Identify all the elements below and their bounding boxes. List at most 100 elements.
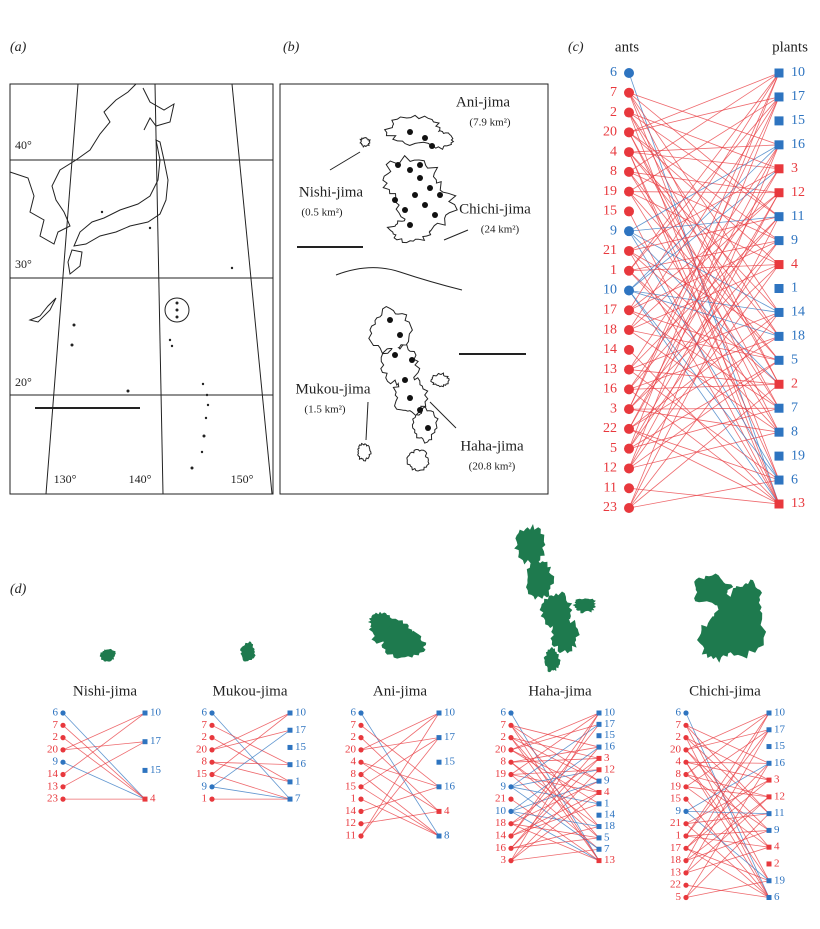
sampling-site [417, 175, 423, 181]
interaction [510, 774, 600, 850]
ant-label: 19 [670, 780, 682, 792]
ant-node [508, 796, 514, 802]
plant-node [287, 710, 293, 716]
plant-node [436, 735, 442, 741]
ant-label: 10 [495, 805, 507, 817]
interaction [628, 216, 780, 252]
ant-label: 21 [670, 817, 681, 829]
interaction [685, 830, 770, 837]
plant-node [774, 379, 784, 389]
plant-node [596, 778, 602, 784]
interaction [510, 725, 600, 827]
ant-label: 2 [501, 731, 507, 743]
network-title: Nishi-jima [73, 683, 138, 699]
ant-label: 20 [47, 743, 59, 755]
island-fill [385, 116, 444, 145]
ant-node [683, 796, 689, 802]
ant-label: 2 [676, 731, 682, 743]
interaction [628, 216, 780, 370]
interaction [685, 847, 770, 882]
plant-node [766, 744, 772, 750]
plant-label: 2 [774, 857, 780, 869]
ant-node [683, 808, 689, 815]
ant-label: 22 [670, 879, 681, 891]
ant-label: 19 [603, 184, 617, 199]
plant-node [774, 307, 784, 317]
ant-node [624, 87, 634, 98]
ant-node [624, 226, 634, 237]
island-fill [394, 374, 428, 415]
plant-node [596, 710, 602, 716]
ant-node [508, 784, 514, 790]
interaction [510, 769, 600, 788]
island-silhouettes [99, 524, 767, 673]
interaction [628, 290, 780, 505]
interaction [510, 823, 600, 839]
ant-label: 4 [351, 756, 357, 768]
interaction [211, 761, 291, 783]
interaction [685, 737, 770, 781]
plant-node [774, 260, 784, 270]
interaction [628, 96, 780, 133]
interaction [510, 826, 600, 849]
interaction [685, 763, 770, 849]
plant-label: 16 [791, 137, 805, 152]
interaction [628, 151, 780, 481]
island-silhouette [514, 524, 546, 567]
interaction [510, 758, 600, 763]
ant-node [624, 325, 634, 336]
plant-node [287, 727, 293, 733]
ant-node [624, 107, 634, 118]
interaction [628, 72, 780, 505]
interaction [510, 798, 600, 861]
sampling-site [427, 185, 433, 191]
plant-node [766, 777, 772, 783]
ant-node [508, 747, 514, 753]
ant-label: 2 [610, 105, 617, 120]
plant-label: 15 [295, 741, 307, 753]
ant-label: 2 [53, 731, 59, 743]
interaction [628, 407, 780, 450]
interaction [685, 774, 770, 831]
plant-node [774, 355, 784, 365]
plant-label: 12 [791, 185, 805, 200]
interaction [628, 151, 780, 170]
interaction [628, 144, 780, 153]
network-title: Ani-jima [373, 683, 427, 699]
interaction [685, 830, 770, 861]
interaction [510, 737, 600, 861]
ant-node [683, 882, 689, 888]
interaction [62, 737, 146, 800]
plant-label: 15 [791, 113, 805, 128]
interaction [685, 712, 770, 775]
network-title: Haha-jima [528, 683, 592, 699]
ant-label: 19 [495, 768, 507, 780]
interaction [685, 712, 770, 837]
plant-label: 17 [791, 89, 805, 104]
sampling-site [422, 202, 428, 208]
interaction [628, 336, 780, 430]
ant-label: 7 [53, 719, 59, 731]
interaction [685, 763, 770, 898]
plant-label: 15 [604, 729, 616, 741]
ant-label: 21 [495, 793, 506, 805]
interaction [685, 761, 770, 881]
ant-node [624, 206, 634, 217]
ant-node [60, 710, 66, 716]
plant-label: 6 [774, 891, 780, 903]
plant-node [774, 475, 784, 485]
island-name: Mukou-jima [296, 381, 371, 397]
ant-label: 6 [610, 65, 617, 80]
ant-label: 13 [603, 362, 617, 377]
ant-node [624, 344, 634, 355]
plant-label: 19 [774, 874, 786, 886]
ant-node [508, 821, 514, 827]
ant-label: 8 [202, 756, 208, 768]
sampling-site [402, 207, 408, 213]
plant-label: 16 [444, 780, 456, 792]
ant-node [624, 285, 634, 296]
network-edges [62, 72, 780, 898]
plant-node [596, 858, 602, 864]
ant-node [209, 796, 215, 802]
